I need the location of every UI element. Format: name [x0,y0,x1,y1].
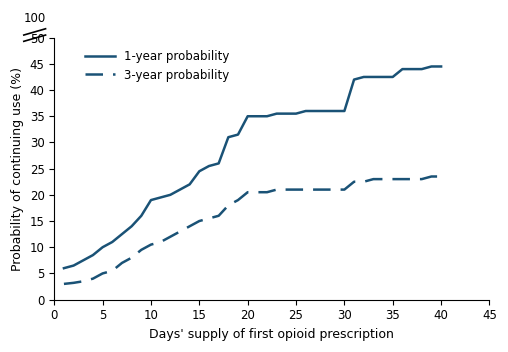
3-year probability [245,190,251,194]
1-year probability [361,75,367,79]
1-year probability [100,245,106,249]
Y-axis label: Probability of continuing use (%): Probability of continuing use (%) [11,67,24,271]
1-year probability [322,109,328,113]
1-year probability [196,169,202,174]
1-year probability [186,182,193,187]
Line: 3-year probability: 3-year probability [64,176,441,284]
1-year probability [157,195,164,200]
3-year probability [129,256,135,260]
1-year probability [109,240,115,244]
3-year probability [157,240,164,244]
3-year probability [390,177,396,181]
1-year probability [119,232,125,236]
3-year probability [100,271,106,276]
1-year probability [293,112,299,116]
3-year probability [177,230,183,234]
3-year probability [80,279,86,283]
1-year probability [428,64,434,69]
3-year probability [148,243,154,247]
1-year probability [399,67,405,71]
3-year probability [380,177,386,181]
1-year probability [90,253,96,257]
3-year probability [303,188,309,192]
3-year probability [264,190,270,194]
1-year probability [370,75,376,79]
3-year probability [438,174,444,178]
1-year probability [138,214,144,218]
1-year probability [225,135,231,139]
1-year probability [61,266,67,270]
1-year probability [206,164,212,168]
Line: 1-year probability: 1-year probability [64,67,441,268]
1-year probability [351,77,357,82]
3-year probability [399,177,405,181]
3-year probability [332,188,338,192]
1-year probability [167,193,173,197]
3-year probability [186,224,193,228]
3-year probability [119,261,125,265]
1-year probability [215,161,221,165]
3-year probability [312,188,319,192]
1-year probability [283,112,290,116]
3-year probability [361,180,367,184]
3-year probability [71,281,77,285]
1-year probability [438,64,444,69]
3-year probability [206,216,212,220]
3-year probability [419,177,425,181]
3-year probability [409,177,415,181]
3-year probability [351,180,357,184]
1-year probability [332,109,338,113]
1-year probability [390,75,396,79]
3-year probability [283,188,290,192]
1-year probability [303,109,309,113]
Legend: 1-year probability, 3-year probability: 1-year probability, 3-year probability [82,46,233,85]
1-year probability [129,224,135,228]
3-year probability [235,198,241,202]
3-year probability [167,235,173,239]
3-year probability [341,188,347,192]
1-year probability [341,109,347,113]
3-year probability [138,248,144,252]
3-year probability [428,174,434,178]
3-year probability [370,177,376,181]
3-year probability [293,188,299,192]
1-year probability [409,67,415,71]
Text: 100: 100 [23,12,46,25]
1-year probability [264,114,270,118]
1-year probability [80,258,86,263]
3-year probability [274,188,280,192]
1-year probability [148,198,154,202]
1-year probability [255,114,261,118]
1-year probability [312,109,319,113]
3-year probability [225,203,231,207]
1-year probability [274,112,280,116]
1-year probability [71,263,77,268]
1-year probability [380,75,386,79]
3-year probability [322,188,328,192]
3-year probability [90,277,96,281]
3-year probability [255,190,261,194]
1-year probability [235,132,241,137]
X-axis label: Days' supply of first opioid prescription: Days' supply of first opioid prescriptio… [149,328,394,341]
1-year probability [419,67,425,71]
3-year probability [109,269,115,273]
3-year probability [215,214,221,218]
1-year probability [245,114,251,118]
3-year probability [61,282,67,286]
3-year probability [196,219,202,223]
1-year probability [177,188,183,192]
